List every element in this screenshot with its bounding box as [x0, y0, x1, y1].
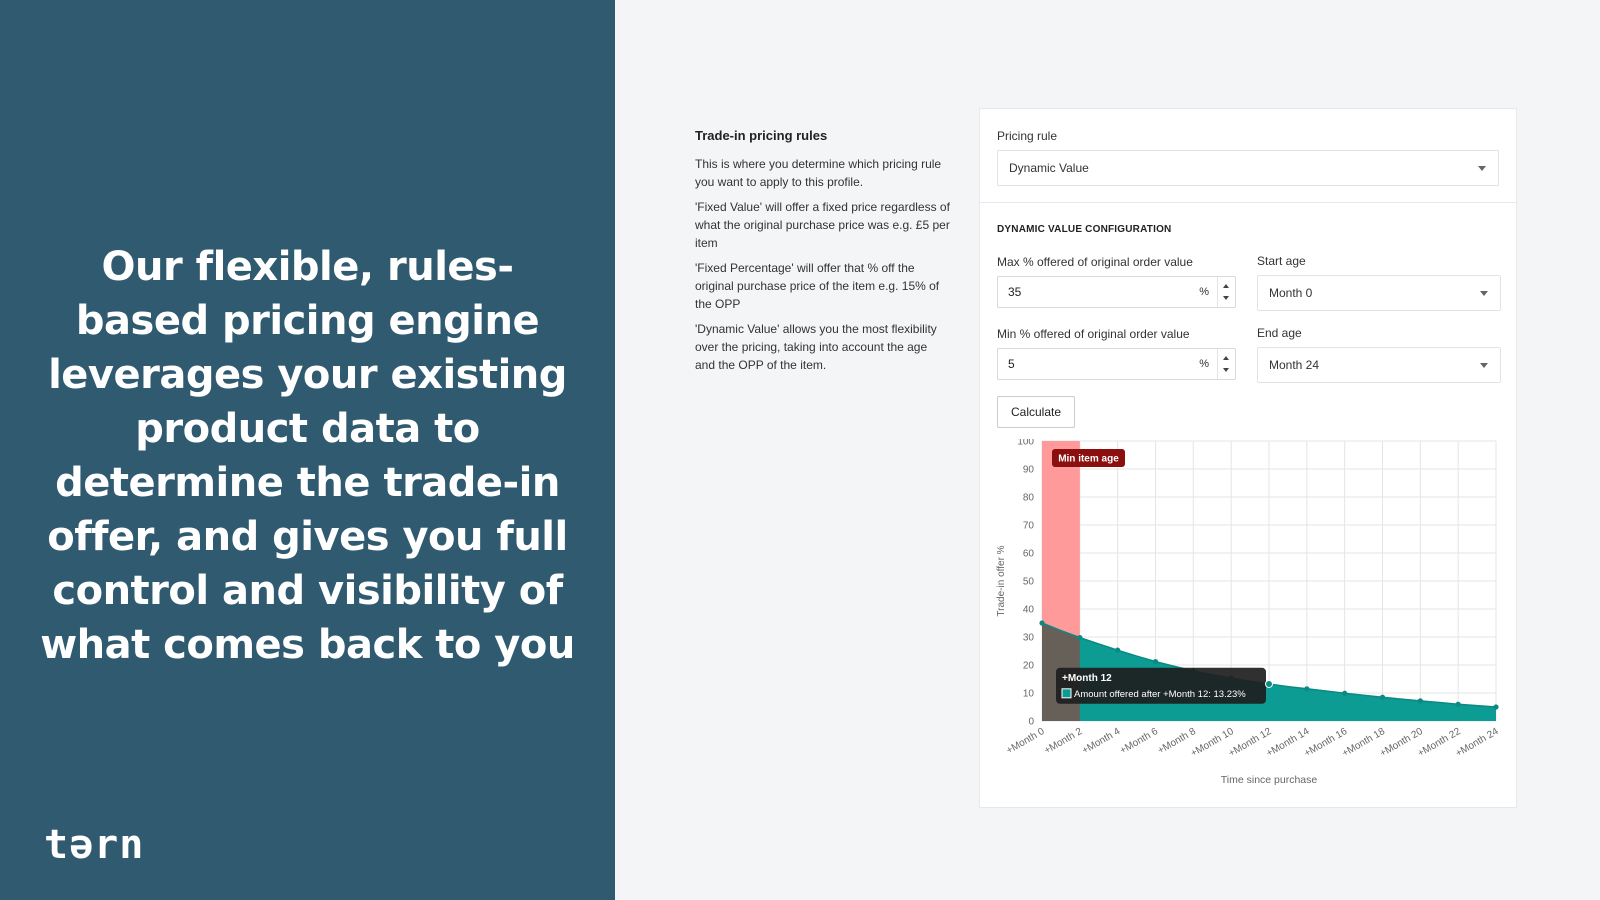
- min-percent-field: Min % offered of original order value 5 …: [997, 327, 1236, 380]
- rules-description: Trade-in pricing rules This is where you…: [695, 128, 950, 381]
- rules-paragraph: 'Fixed Percentage' will offer that % off…: [695, 261, 940, 311]
- y-tick-label: 90: [1023, 465, 1035, 476]
- left-panel: Our flexible, rules-based pricing engine…: [0, 0, 615, 900]
- chevron-down-icon: [1480, 291, 1488, 296]
- data-point: [1152, 659, 1159, 665]
- min-percent-stepper[interactable]: [1217, 349, 1235, 379]
- data-point: [1379, 694, 1386, 700]
- max-percent-field: Max % offered of original order value 35…: [997, 255, 1236, 308]
- end-age-value: Month 24: [1269, 358, 1320, 372]
- pricing-rule-label: Pricing rule: [997, 129, 1058, 143]
- start-age-select[interactable]: Month 0: [1257, 275, 1501, 311]
- tooltip-text: Amount offered after +Month 12: 13.23%: [1074, 689, 1246, 700]
- pricing-rule-select[interactable]: Dynamic Value: [997, 150, 1499, 186]
- rules-paragraph: 'Dynamic Value' allows you the most flex…: [695, 322, 937, 372]
- y-tick-label: 40: [1023, 605, 1035, 616]
- pricing-rule-value: Dynamic Value: [1009, 161, 1089, 175]
- data-point: [1455, 701, 1461, 707]
- rules-paragraph: This is where you determine which pricin…: [695, 157, 942, 189]
- brand-logo: tərn: [44, 822, 145, 868]
- start-age-value: Month 0: [1269, 286, 1313, 300]
- end-age-select[interactable]: Month 24: [1257, 347, 1501, 383]
- y-tick-label: 100: [1017, 439, 1034, 448]
- x-tick-label: +Month 2: [1042, 726, 1084, 757]
- data-point: [1115, 647, 1121, 653]
- rules-title: Trade-in pricing rules: [695, 128, 828, 143]
- start-age-label: Start age: [1257, 254, 1306, 268]
- min-percent-value: 5: [1008, 357, 1015, 371]
- section-heading: DYNAMIC VALUE CONFIGURATION: [997, 224, 1172, 235]
- percent-unit: %: [1199, 358, 1209, 370]
- x-tick-label: +Month 4: [1080, 726, 1122, 757]
- x-axis-title: Time since purchase: [1221, 774, 1318, 786]
- y-tick-label: 10: [1023, 689, 1035, 700]
- tooltip-title: +Month 12: [1062, 673, 1112, 684]
- y-tick-label: 0: [1028, 717, 1034, 728]
- end-age-field: End age Month 24: [1257, 326, 1501, 383]
- max-percent-input[interactable]: 35 %: [997, 276, 1236, 308]
- y-tick-label: 60: [1023, 549, 1035, 560]
- end-age-label: End age: [1257, 326, 1302, 340]
- min-age-badge: [1052, 449, 1125, 467]
- max-percent-label: Max % offered of original order value: [997, 255, 1193, 269]
- chevron-down-icon: [1478, 166, 1486, 171]
- stepper-up-icon[interactable]: [1223, 356, 1229, 360]
- y-tick-label: 70: [1023, 521, 1035, 532]
- tooltip-swatch: [1061, 688, 1072, 699]
- min-percent-label: Min % offered of original order value: [997, 327, 1190, 341]
- stepper-up-icon[interactable]: [1223, 284, 1229, 288]
- data-point: [1342, 690, 1348, 696]
- stepper-down-icon[interactable]: [1223, 296, 1229, 300]
- data-point: [1039, 620, 1045, 626]
- max-percent-value: 35: [1008, 285, 1022, 299]
- x-tick-label: +Month 6: [1118, 726, 1160, 757]
- y-tick-label: 80: [1023, 493, 1035, 504]
- min-percent-input[interactable]: 5 %: [997, 348, 1236, 380]
- highlighted-point: [1265, 679, 1273, 688]
- y-axis-title: Trade-in offer %: [996, 545, 1007, 616]
- percent-unit: %: [1199, 286, 1209, 298]
- start-age-field: Start age Month 0: [1257, 254, 1501, 311]
- chevron-down-icon: [1480, 363, 1488, 368]
- data-point: [1417, 698, 1423, 704]
- max-percent-stepper[interactable]: [1217, 277, 1235, 307]
- x-tick-label: +Month 24: [1454, 726, 1501, 760]
- y-tick-label: 50: [1023, 577, 1035, 588]
- rules-paragraph: 'Fixed Value' will offer a fixed price r…: [695, 200, 950, 250]
- y-tick-label: 20: [1023, 661, 1035, 672]
- calculate-button[interactable]: Calculate: [997, 396, 1075, 428]
- data-point: [1077, 634, 1083, 641]
- trade-in-chart: 0 10 20 30 40 50 60 70 80 90 100 +Month 0 +Month 2 +M…: [980, 439, 1518, 799]
- y-tick-label: 30: [1023, 633, 1035, 644]
- chart-tooltip: [1056, 667, 1266, 704]
- min-age-badge-label: Min item age: [1058, 454, 1119, 465]
- data-point: [1304, 686, 1310, 692]
- x-tick-label: +Month 0: [1005, 726, 1047, 757]
- stepper-down-icon[interactable]: [1223, 368, 1229, 372]
- hero-text: Our flexible, rules-based pricing engine…: [40, 244, 575, 668]
- data-point: [1493, 704, 1499, 710]
- pricing-rule-section: Pricing rule Dynamic Value: [980, 109, 1516, 203]
- pricing-card: Pricing rule Dynamic Value DYNAMIC VALUE…: [979, 108, 1517, 808]
